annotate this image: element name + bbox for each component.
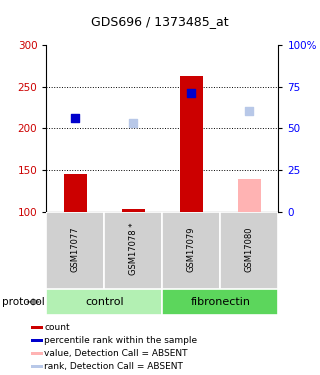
Text: GSM17077: GSM17077 [71, 226, 80, 272]
Text: GSM17079: GSM17079 [187, 226, 196, 272]
Text: value, Detection Call = ABSENT: value, Detection Call = ABSENT [44, 349, 188, 358]
Text: fibronectin: fibronectin [190, 297, 250, 307]
Point [247, 108, 252, 114]
Text: count: count [44, 323, 70, 332]
Bar [238, 178, 261, 212]
Point [131, 120, 136, 126]
Point [189, 90, 194, 96]
Text: rank, Detection Call = ABSENT: rank, Detection Call = ABSENT [44, 362, 183, 371]
Bar [104, 212, 162, 289]
Text: GSM17078 *: GSM17078 * [129, 222, 138, 275]
Bar [180, 76, 203, 212]
Point [73, 115, 78, 121]
Text: GDS696 / 1373485_at: GDS696 / 1373485_at [91, 15, 229, 28]
Bar [31, 326, 43, 329]
Bar [46, 289, 162, 315]
Bar [220, 212, 278, 289]
Bar [46, 212, 104, 289]
Text: control: control [85, 297, 124, 307]
Bar [162, 212, 220, 289]
Bar [31, 352, 43, 355]
Bar [122, 209, 145, 212]
Bar [31, 365, 43, 369]
Bar [64, 174, 87, 212]
Text: GSM17080: GSM17080 [245, 226, 254, 272]
Bar [162, 289, 278, 315]
Bar [31, 339, 43, 342]
Text: protocol: protocol [2, 297, 44, 307]
Text: percentile rank within the sample: percentile rank within the sample [44, 336, 197, 345]
